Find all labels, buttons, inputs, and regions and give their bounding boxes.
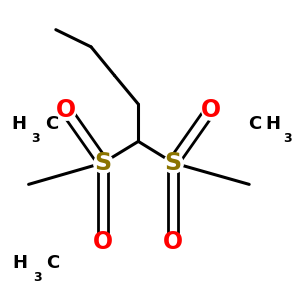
Text: C: C [46, 254, 59, 272]
Text: H: H [11, 115, 26, 133]
Text: 3: 3 [283, 132, 292, 145]
Text: O: O [93, 230, 113, 254]
Text: O: O [200, 98, 220, 122]
Text: 3: 3 [31, 132, 40, 145]
Text: C: C [45, 115, 58, 133]
Text: S: S [94, 151, 112, 175]
Text: O: O [163, 230, 183, 254]
Text: C: C [248, 115, 261, 133]
Text: 3: 3 [33, 271, 41, 284]
Text: S: S [165, 151, 182, 175]
Text: H: H [13, 254, 28, 272]
Text: H: H [266, 115, 281, 133]
Text: O: O [56, 98, 76, 122]
